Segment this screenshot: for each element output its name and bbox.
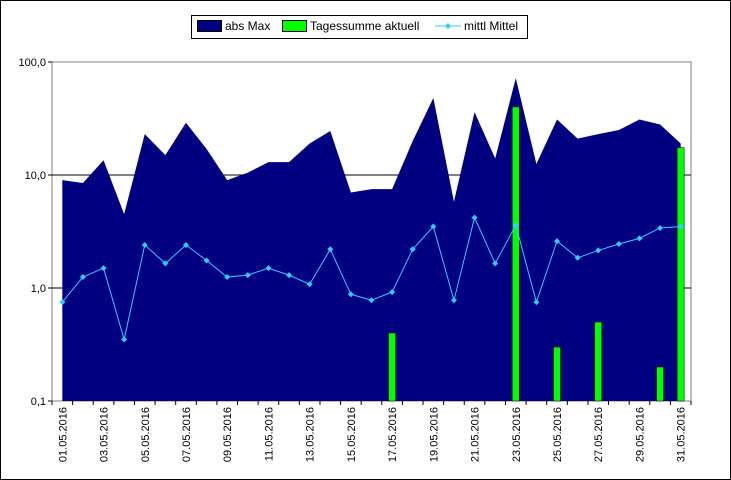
- point-mittel: [306, 281, 313, 288]
- point-mittel: [79, 274, 86, 281]
- point-mittel: [121, 336, 128, 343]
- point-mittel: [347, 291, 354, 298]
- x-tick-label: 17.05.2016: [387, 407, 399, 462]
- x-tick-label: 13.05.2016: [305, 407, 317, 462]
- point-mittel: [677, 223, 684, 230]
- x-tick-label: 05.05.2016: [140, 407, 152, 462]
- x-tick-label: 07.05.2016: [181, 407, 193, 462]
- x-tick-label: 27.05.2016: [593, 407, 605, 462]
- point-mittel: [657, 224, 664, 231]
- point-mittel: [265, 265, 272, 272]
- area-abs-max: [62, 78, 681, 401]
- point-mittel: [59, 299, 66, 306]
- bar-tagessumme: [676, 147, 685, 402]
- point-mittel: [636, 235, 643, 242]
- point-mittel: [389, 289, 396, 296]
- bar-tagessumme: [512, 106, 520, 402]
- y-tick-label: 1,0: [31, 283, 46, 295]
- legend-item-abs-max: abs Max: [197, 18, 270, 34]
- y-tick-label: 0,1: [31, 396, 46, 408]
- legend-swatch-mittel: [435, 23, 461, 29]
- legend-swatch-abs-max: [197, 20, 222, 32]
- point-mittel: [430, 223, 437, 230]
- x-tick-label: 03.05.2016: [99, 407, 111, 462]
- point-mittel: [512, 222, 519, 229]
- point-mittel: [100, 265, 107, 272]
- x-tick-label: 25.05.2016: [552, 407, 564, 462]
- point-mittel: [162, 260, 169, 267]
- point-mittel: [409, 246, 416, 253]
- point-mittel: [141, 242, 148, 249]
- point-mittel: [327, 246, 334, 253]
- y-tick-label: 100,0: [18, 57, 46, 69]
- point-mittel: [286, 272, 293, 279]
- x-tick-label: 01.05.2016: [57, 407, 69, 462]
- legend-label-tagessumme: Tagessumme aktuell: [310, 19, 420, 33]
- point-mittel: [471, 214, 478, 221]
- bar-tagessumme: [594, 321, 602, 402]
- y-tick-label: 10,0: [25, 170, 46, 182]
- point-mittel: [574, 254, 581, 261]
- point-mittel: [492, 260, 499, 267]
- point-mittel: [533, 299, 540, 306]
- x-tick-label: 11.05.2016: [263, 407, 275, 461]
- point-mittel: [244, 272, 251, 279]
- x-tick-label: 29.05.2016: [634, 407, 646, 462]
- point-mittel: [224, 274, 231, 281]
- point-mittel: [450, 297, 457, 304]
- legend-item-tagessumme: Tagessumme aktuell: [282, 18, 419, 34]
- legend-label-mittel: mittl Mittel: [464, 19, 518, 33]
- x-tick-label: 19.05.2016: [428, 407, 440, 462]
- x-tick-label: 23.05.2016: [511, 407, 523, 462]
- legend-swatch-tagessumme: [282, 20, 307, 32]
- point-mittel: [368, 297, 375, 304]
- legend: abs Max Tagessumme aktuell mittl Mittel: [191, 15, 528, 39]
- x-tick-label: 15.05.2016: [346, 407, 358, 462]
- point-mittel: [203, 257, 210, 264]
- legend-item-mittel: mittl Mittel: [435, 18, 518, 34]
- bar-tagessumme: [553, 346, 561, 402]
- x-tick-label: 21.05.2016: [470, 407, 482, 462]
- point-mittel: [595, 247, 602, 254]
- legend-label-abs-max: abs Max: [225, 19, 271, 33]
- bar-tagessumme: [656, 366, 664, 402]
- point-mittel: [182, 242, 189, 249]
- x-tick-label: 31.05.2016: [676, 407, 688, 462]
- point-mittel: [554, 238, 561, 245]
- x-tick-label: 09.05.2016: [222, 407, 234, 462]
- bar-tagessumme: [388, 332, 396, 402]
- point-mittel: [615, 241, 622, 248]
